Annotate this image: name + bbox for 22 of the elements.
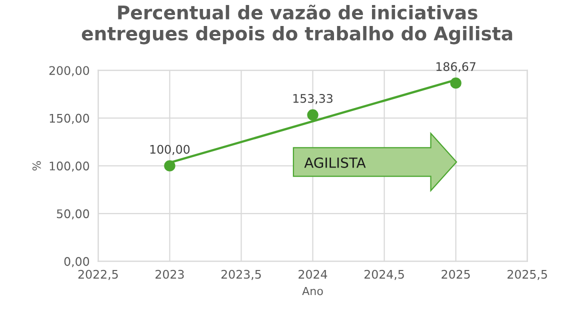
x-tick-label: 2024,5 — [364, 270, 404, 280]
point — [164, 160, 176, 172]
data-label: 153,33 — [293, 94, 332, 104]
x-tick-label: 2023 — [156, 270, 184, 279]
y-axis-title: % — [32, 161, 41, 170]
x-axis-title: Ano — [302, 286, 323, 296]
y-tick-label: 100,00 — [50, 162, 90, 172]
y-tick-label: 50,00 — [56, 209, 90, 220]
data-label: 186,67 — [436, 62, 476, 72]
x-tick-label: 2025,5 — [508, 270, 547, 280]
annotation: AGILISTA — [304, 157, 366, 168]
y-tick-label: 0,00 — [64, 257, 90, 268]
data-label: 100,00 — [150, 144, 190, 156]
x-tick-label: 2022,5 — [78, 270, 118, 280]
point — [307, 109, 318, 121]
point — [450, 77, 462, 89]
y-tick-label: 200,00 — [49, 66, 90, 76]
x-tick-label: 2023,5 — [221, 270, 261, 280]
x-tick-label: 2025 — [442, 270, 470, 279]
x-tick-label: 2024 — [298, 270, 328, 279]
y-tick-label: 150,00 — [50, 114, 90, 124]
chart-title: Percentual de vazão de iniciativas entregues depois do trabalho do Agilista — [82, 4, 512, 44]
